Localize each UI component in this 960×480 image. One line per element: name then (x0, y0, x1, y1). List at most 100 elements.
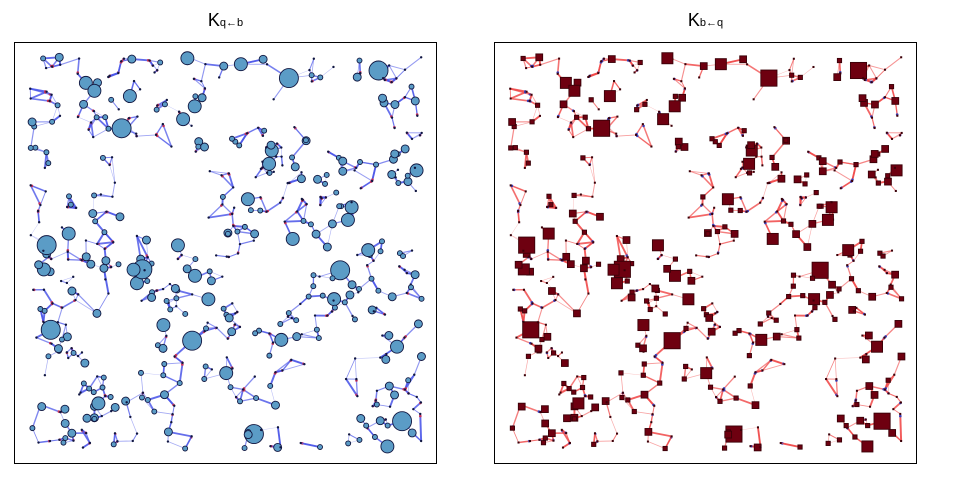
node (336, 203, 343, 210)
node (788, 221, 794, 227)
edge (57, 307, 63, 323)
edge (561, 429, 571, 444)
node (726, 132, 729, 135)
node (354, 166, 358, 170)
node (100, 414, 103, 418)
node (790, 80, 793, 83)
node (540, 280, 543, 283)
node (39, 203, 42, 207)
node (559, 76, 572, 89)
node (266, 352, 273, 359)
node (868, 292, 877, 301)
node (96, 242, 99, 246)
node (707, 172, 710, 175)
node (700, 367, 713, 380)
node (757, 321, 763, 327)
node (80, 380, 87, 387)
right-network-panel (494, 42, 917, 464)
node (50, 93, 53, 96)
node (299, 302, 302, 306)
node (234, 395, 238, 399)
node (197, 93, 207, 103)
node (530, 258, 533, 261)
node (261, 160, 264, 163)
edge (76, 58, 80, 74)
node (381, 334, 384, 337)
node (662, 445, 668, 452)
node (161, 361, 168, 367)
node (855, 306, 858, 309)
node (383, 313, 387, 316)
edge (673, 78, 686, 89)
node (281, 196, 285, 200)
node (269, 444, 272, 448)
edge (57, 321, 67, 326)
node (733, 375, 736, 378)
edge (60, 58, 80, 66)
edge (642, 374, 661, 384)
edge (30, 126, 35, 149)
node (728, 207, 734, 213)
node (539, 411, 542, 414)
node (722, 388, 725, 391)
edge (141, 397, 155, 412)
edge (689, 170, 709, 174)
node (80, 258, 83, 262)
node (113, 181, 117, 184)
node (650, 421, 653, 424)
node (642, 101, 648, 107)
node (714, 58, 727, 71)
node (86, 259, 96, 269)
node (332, 65, 335, 69)
node (390, 339, 404, 354)
node (509, 184, 512, 187)
node (347, 280, 357, 290)
node (681, 376, 687, 382)
node (695, 254, 698, 257)
node (356, 253, 359, 257)
node (111, 118, 132, 139)
node (353, 357, 357, 360)
edge (591, 182, 596, 197)
node (416, 114, 419, 117)
node (560, 351, 563, 354)
node (37, 221, 41, 224)
edge (868, 65, 877, 79)
edge (275, 359, 292, 373)
node (418, 134, 422, 137)
node (78, 75, 93, 90)
node (311, 229, 321, 239)
node (91, 192, 98, 199)
node (880, 253, 886, 259)
edge (711, 303, 718, 313)
node (99, 193, 103, 196)
edge (556, 58, 560, 74)
edge (162, 283, 171, 290)
node (81, 252, 91, 262)
node (359, 187, 362, 190)
node (317, 444, 323, 450)
edge (782, 204, 788, 222)
node (539, 336, 545, 343)
node (381, 354, 391, 364)
node (29, 233, 33, 237)
node (514, 260, 523, 269)
node (110, 156, 114, 159)
node (320, 196, 323, 200)
node (556, 116, 559, 119)
node (618, 370, 624, 376)
node (596, 440, 599, 443)
node (65, 281, 69, 285)
node (684, 63, 687, 66)
node (545, 351, 548, 354)
node (771, 162, 780, 171)
node (265, 210, 268, 213)
node (518, 221, 521, 224)
node (403, 177, 413, 187)
node (144, 278, 151, 285)
edge (899, 413, 903, 442)
node (324, 196, 328, 199)
edge (406, 132, 413, 140)
node (825, 377, 828, 381)
node (41, 307, 48, 314)
